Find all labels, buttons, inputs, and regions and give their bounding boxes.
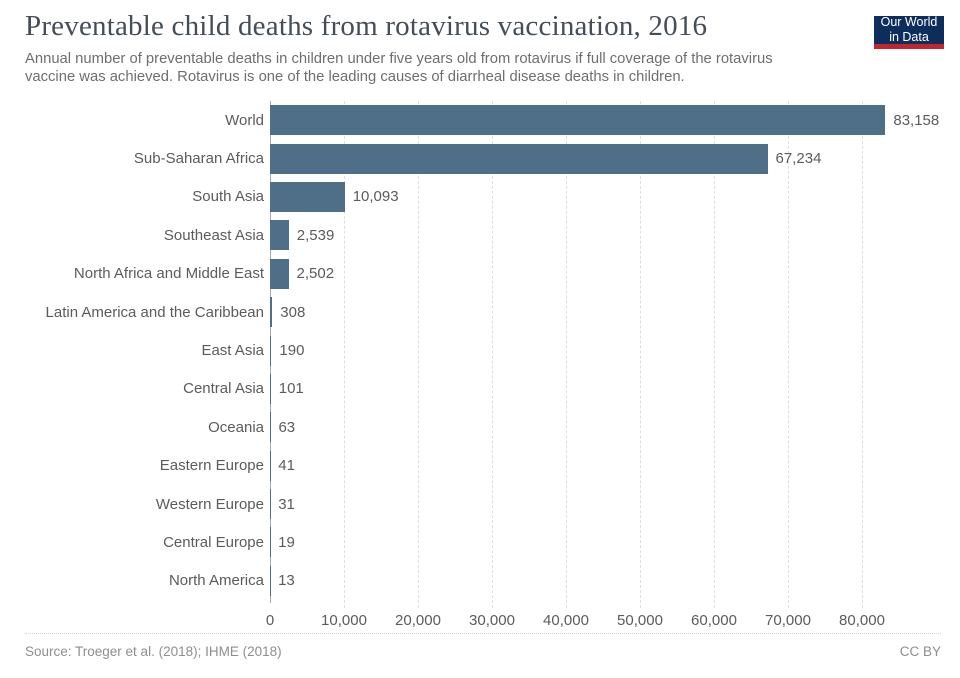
bar-zone: 190	[270, 331, 958, 369]
page-title: Preventable child deaths from rotavirus …	[25, 10, 708, 42]
source-note: Source: Troeger et al. (2018); IHME (201…	[25, 644, 282, 659]
bar[interactable]	[270, 297, 273, 328]
chart-row: South Asia 10,093	[0, 178, 958, 216]
chart-footer: Source: Troeger et al. (2018); IHME (201…	[25, 644, 941, 659]
chart-row: World 83,158	[0, 101, 958, 139]
bar-zone: 83,158	[270, 101, 958, 139]
chart-row: Southeast Asia 2,539	[0, 216, 958, 254]
chart-row: Central Europe 19	[0, 523, 958, 561]
gridline	[344, 101, 345, 608]
chart-subtitle-line2: vaccine was achieved. Rotavirus is one o…	[25, 69, 685, 85]
category-label: North America	[168, 572, 264, 590]
gridline	[640, 101, 641, 608]
bar-zone: 41	[270, 447, 958, 485]
owid-logo-line2: in Data	[889, 30, 929, 44]
value-label: 308	[280, 303, 306, 321]
category-label: World	[225, 111, 264, 129]
chart-row: North America 13	[0, 562, 958, 600]
bar[interactable]	[270, 105, 886, 136]
bar-zone: 67,234	[270, 139, 958, 177]
value-label: 2,539	[296, 226, 335, 244]
x-tick-label: 60,000	[691, 612, 737, 629]
category-label: Western Europe	[155, 495, 264, 513]
value-label: 63	[278, 418, 296, 436]
gridline	[788, 101, 789, 608]
x-tick-label: 50,000	[617, 612, 663, 629]
value-label: 41	[278, 457, 295, 475]
bar[interactable]	[270, 258, 289, 289]
x-tick-label: 80,000	[839, 612, 885, 629]
chart-row: Western Europe 31	[0, 485, 958, 523]
x-tick-label: 30,000	[469, 612, 515, 629]
bar[interactable]	[270, 373, 271, 404]
category-label: Latin America and the Caribbean	[45, 303, 264, 321]
gridline	[418, 101, 419, 608]
category-label: Central Asia	[183, 380, 264, 398]
bar-zone: 2,502	[270, 255, 958, 293]
bar-zone: 308	[270, 293, 958, 331]
x-tick-label: 0	[265, 612, 275, 629]
value-label: 13	[278, 572, 295, 590]
bar-zone: 63	[270, 408, 958, 446]
owid-logo-line1: Our World	[880, 15, 938, 29]
category-label: East Asia	[201, 342, 264, 360]
bar-zone: 31	[270, 485, 958, 523]
category-label: South Asia	[192, 188, 264, 206]
value-label: 31	[278, 495, 295, 513]
footer-divider	[25, 633, 941, 634]
category-label: North Africa and Middle East	[73, 265, 264, 283]
category-label: Oceania	[208, 418, 264, 436]
bar-chart: World 83,158 Sub-Saharan Africa 67,234 South…	[0, 101, 960, 641]
x-tick-label: 20,000	[395, 612, 441, 629]
value-label: 67,234	[775, 150, 822, 168]
x-tick-label: 40,000	[543, 612, 589, 629]
chart-row: Sub-Saharan Africa 67,234	[0, 139, 958, 177]
bar[interactable]	[270, 335, 272, 366]
bar-zone: 10,093	[270, 178, 958, 216]
gridline	[492, 101, 493, 608]
bar[interactable]	[270, 143, 768, 174]
gridline	[566, 101, 567, 608]
chart-rows: World 83,158 Sub-Saharan Africa 67,234 South…	[0, 101, 958, 600]
value-label: 19	[278, 533, 295, 551]
category-label: Southeast Asia	[163, 226, 264, 244]
bar-zone: 13	[270, 562, 958, 600]
chart-row: North Africa and Middle East 2,502	[0, 255, 958, 293]
bar-zone: 101	[270, 370, 958, 408]
gridline	[862, 101, 863, 608]
x-axis: 0 10,000 20,000 30,000 40,000 50,000 60,000 70,…	[266, 612, 890, 632]
chart-row: Central Asia 101	[0, 370, 958, 408]
bar-zone: 2,539	[270, 216, 958, 254]
chart-row: Latin America and the Caribbean 308	[0, 293, 958, 331]
value-label: 10,093	[352, 188, 399, 206]
value-label: 190	[279, 342, 305, 360]
chart-subtitle: Annual number of preventable deaths in c…	[25, 50, 773, 86]
category-label: Eastern Europe	[159, 457, 264, 475]
value-label: 83,158	[893, 111, 940, 129]
category-label: Sub-Saharan Africa	[133, 150, 264, 168]
x-tick-label: 10,000	[321, 612, 367, 629]
chart-row: East Asia 190	[0, 331, 958, 369]
category-label: Central Europe	[163, 533, 264, 551]
chart-row: Oceania 63	[0, 408, 958, 446]
chart-subtitle-line1: Annual number of preventable deaths in c…	[25, 51, 773, 67]
license-link[interactable]: CC BY	[899, 644, 941, 659]
value-label: 101	[278, 380, 304, 398]
gridline	[714, 101, 715, 608]
bar[interactable]	[270, 220, 289, 251]
bar-zone: 19	[270, 523, 958, 561]
x-tick-label: 70,000	[765, 612, 811, 629]
bar[interactable]	[270, 181, 345, 212]
value-label: 2,502	[296, 265, 335, 283]
chart-row: Eastern Europe 41	[0, 447, 958, 485]
owid-logo[interactable]: Our World in Data	[874, 15, 944, 49]
